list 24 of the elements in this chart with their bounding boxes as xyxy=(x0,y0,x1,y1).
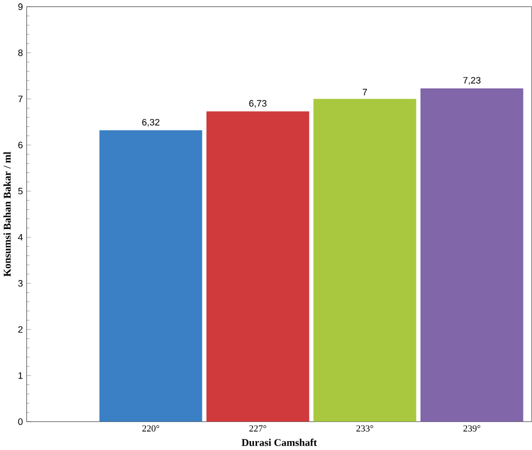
y-tick-label: 6 xyxy=(18,142,23,149)
y-tick-label: 0 xyxy=(18,418,23,426)
y-tick-label: 8 xyxy=(18,50,23,56)
data-label: 6,32 xyxy=(142,119,160,127)
data-label: 7 xyxy=(362,89,367,96)
x-tick-label: 233° xyxy=(356,426,374,432)
y-tick-label: 7 xyxy=(18,96,23,102)
x-tick-label: 239° xyxy=(463,426,480,432)
x-axis-title: Durasi Camshaft xyxy=(242,438,317,446)
y-axis-title: Konsumsi Bahan Bakar / ml xyxy=(3,152,11,277)
bar xyxy=(313,99,416,422)
y-tick-label: 2 xyxy=(18,326,23,333)
y-tick-label: 3 xyxy=(18,280,23,287)
x-tick-label: 220° xyxy=(142,426,160,432)
bar xyxy=(206,112,310,422)
y-tick-label: 5 xyxy=(18,188,23,195)
bar xyxy=(99,130,202,422)
bar xyxy=(420,88,524,422)
y-tick-label: 4 xyxy=(18,234,23,241)
y-tick-label: 1 xyxy=(18,372,23,379)
y-tick-label: 9 xyxy=(18,4,23,10)
data-label: 6,73 xyxy=(249,100,266,108)
data-label: 7,23 xyxy=(463,77,480,85)
x-tick-label: 227° xyxy=(249,426,266,432)
